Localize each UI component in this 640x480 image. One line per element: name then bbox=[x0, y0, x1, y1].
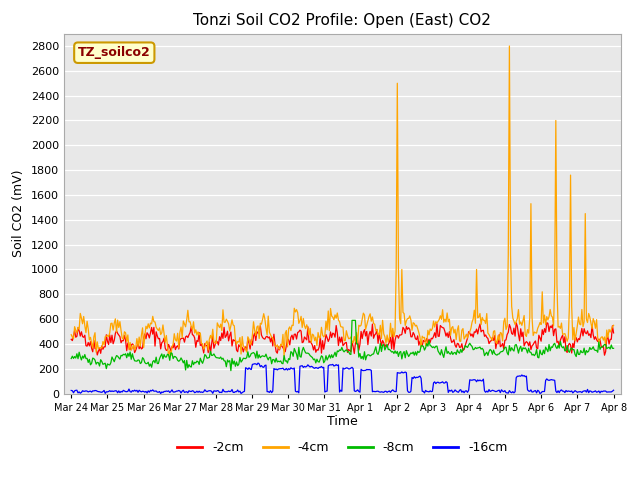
Text: TZ_soilco2: TZ_soilco2 bbox=[78, 46, 150, 59]
Title: Tonzi Soil CO2 Profile: Open (East) CO2: Tonzi Soil CO2 Profile: Open (East) CO2 bbox=[193, 13, 492, 28]
Legend: -2cm, -4cm, -8cm, -16cm: -2cm, -4cm, -8cm, -16cm bbox=[172, 436, 513, 459]
Y-axis label: Soil CO2 (mV): Soil CO2 (mV) bbox=[12, 170, 26, 257]
X-axis label: Time: Time bbox=[327, 415, 358, 429]
